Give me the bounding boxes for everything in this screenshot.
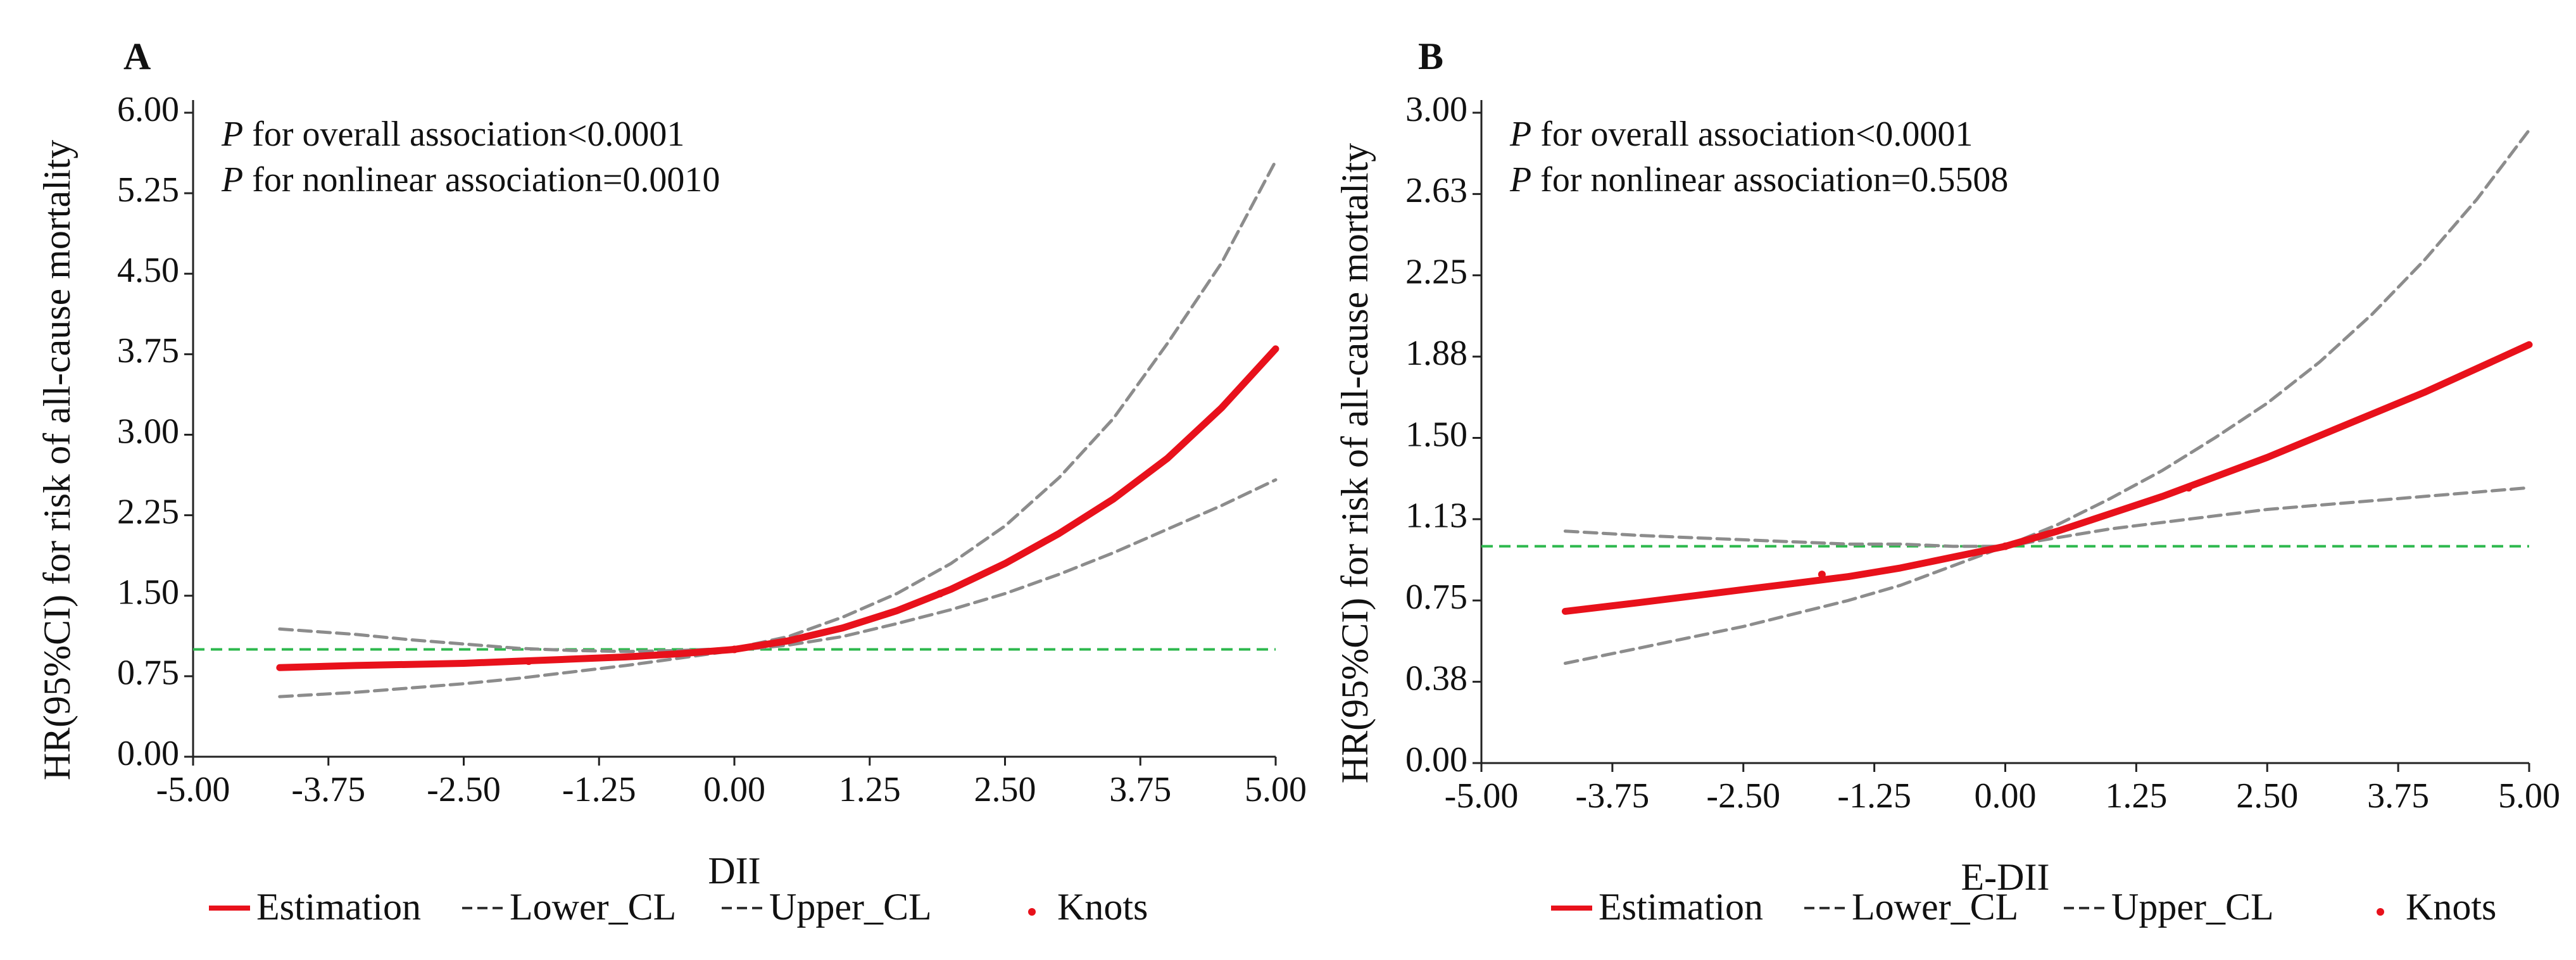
y-tick-label: 2.63 — [1405, 171, 1467, 210]
legend-label-estimation: Estimation — [1599, 886, 1763, 928]
x-tick-label: 2.50 — [974, 770, 1036, 809]
x-tick-label: -2.50 — [1706, 776, 1780, 816]
series-line-estimation — [1561, 341, 2533, 615]
x-tick-label: -2.50 — [427, 770, 501, 809]
y-tick-label: 5.25 — [117, 170, 179, 210]
knot-point — [731, 645, 738, 654]
y-tick-label: 4.50 — [117, 251, 179, 290]
series-line-upper-cl — [1563, 128, 2531, 665]
x-axis-title: E-DII — [1961, 856, 2050, 898]
x-tick-label: -3.75 — [1576, 776, 1650, 816]
annotation-text: for overall association<0.0001 — [1531, 115, 1973, 154]
y-axis-title: HR(95%CI) for risk of all-cause mortalit… — [1334, 143, 1376, 783]
annotation-text: for nonlinear association=0.0010 — [243, 160, 720, 199]
y-tick-label: 2.25 — [1405, 253, 1467, 292]
panel-label: A — [123, 35, 151, 77]
x-tick-label: 0.00 — [1975, 776, 2037, 816]
legend-label-lower-cl: Lower_CL — [510, 886, 676, 928]
x-axis-title: DII — [708, 850, 760, 892]
y-tick-label: 0.00 — [117, 734, 179, 773]
y-tick-label: 0.75 — [1405, 578, 1467, 617]
x-tick-label: 1.25 — [839, 770, 901, 809]
legend-label-lower-cl: Lower_CL — [1852, 886, 2018, 928]
annotation-p: P — [221, 160, 243, 199]
x-tick-label: -3.75 — [291, 770, 365, 809]
chart-panel-b: B 0.00 0.38 0.75 1.13 1.50 1.88 2.25 2.63 3.00 -5.… — [1334, 35, 2560, 928]
annotation-2: P for nonlinear association=0.0010 — [221, 160, 720, 199]
knot-point — [936, 590, 944, 598]
series-line-estimation — [276, 345, 1279, 671]
x-tick-label: -1.25 — [562, 770, 636, 809]
annotation-text: for overall association<0.0001 — [243, 115, 684, 154]
annotation-p: P — [221, 115, 243, 154]
series-line-upper-cl — [278, 159, 1278, 654]
x-tick-label: 2.50 — [2236, 776, 2298, 816]
annotation-p: P — [1509, 160, 1531, 199]
knot-point — [525, 657, 533, 666]
annotation-1: P for overall association<0.0001 — [1509, 115, 1973, 154]
x-tick-label: 0.00 — [703, 770, 765, 809]
legend-label-upper-cl: Upper_CL — [769, 886, 932, 928]
y-tick-label: 2.25 — [117, 492, 179, 531]
legend-label-knots: Knots — [2406, 886, 2496, 928]
x-tick-label: 5.00 — [2498, 776, 2560, 816]
x-tick-label: -5.00 — [1445, 776, 1519, 816]
y-tick-label: 1.88 — [1405, 334, 1467, 373]
y-tick-label: 0.75 — [117, 654, 179, 693]
legend-swatch-knots — [1028, 908, 1036, 916]
x-tick-label: 5.00 — [1245, 770, 1307, 809]
y-tick-label: 0.00 — [1405, 740, 1467, 780]
x-tick-label: 1.25 — [2105, 776, 2167, 816]
y-tick-label: 3.00 — [117, 412, 179, 451]
knot-point — [1818, 571, 1826, 579]
knot-point — [2001, 542, 2009, 550]
annotation-p: P — [1509, 115, 1531, 154]
legend-label-estimation: Estimation — [256, 886, 421, 928]
panel-label: B — [1418, 35, 1443, 77]
y-tick-label: 6.00 — [117, 90, 179, 129]
y-tick-label: 1.50 — [1405, 415, 1467, 454]
legend-label-knots: Knots — [1057, 886, 1148, 928]
y-axis-title: HR(95%CI) for risk of all-cause mortalit… — [36, 140, 78, 780]
x-tick-label: 3.75 — [2367, 776, 2429, 816]
legend-label-upper-cl: Upper_CL — [2111, 886, 2274, 928]
y-tick-label: 1.50 — [117, 573, 179, 612]
y-tick-label: 0.38 — [1405, 659, 1467, 698]
y-tick-label: 3.00 — [1405, 90, 1467, 129]
legend-swatch-knots — [2377, 908, 2384, 916]
x-tick-label: -1.25 — [1837, 776, 1911, 816]
annotation-text: for nonlinear association=0.5508 — [1531, 160, 2008, 199]
annotation-2: P for nonlinear association=0.5508 — [1509, 160, 2008, 199]
y-tick-label: 1.13 — [1405, 496, 1467, 536]
annotation-1: P for overall association<0.0001 — [221, 115, 684, 154]
knot-point — [2185, 484, 2193, 492]
series-line-lower-cl — [278, 478, 1278, 698]
y-tick-label: 3.75 — [117, 331, 179, 370]
series-line-lower-cl — [1563, 486, 2531, 548]
x-tick-label: 3.75 — [1109, 770, 1171, 809]
x-tick-label: -5.00 — [156, 770, 230, 809]
chart-panel-a: A 0.00 0.75 1.50 2.25 3.00 3.75 4.50 5.25 6.00 -5.… — [36, 35, 1307, 928]
